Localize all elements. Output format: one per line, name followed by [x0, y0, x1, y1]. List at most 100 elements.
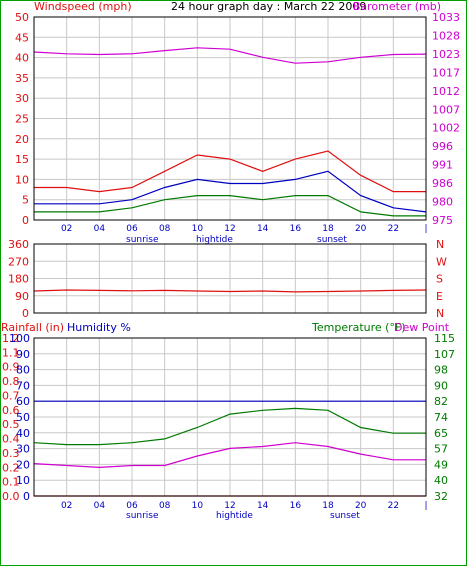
barometer-ticks: 1033 1028 1023 1017 1012 1007 1002 996 991 986 980…	[432, 11, 460, 227]
barometer-tick-label: 1033	[432, 11, 460, 24]
x-tick-label: |	[424, 224, 427, 234]
green-series-line	[34, 195, 426, 217]
temperature-tick-label: 115	[434, 332, 455, 345]
windspeed-axis-label: Windspeed (mph)	[34, 0, 132, 13]
barometer-tick-label: 991	[432, 159, 453, 172]
green-climate-line	[33, 407, 426, 446]
rainfall-tick-label: 0.2	[2, 461, 20, 474]
x-tick-label: 08	[159, 224, 171, 234]
barometer-tick-label: 1007	[432, 103, 460, 116]
humidity-tick-label: 10	[16, 474, 30, 487]
x-tick-label: 16	[290, 501, 302, 511]
rainfall-tick-label: 1.2	[2, 332, 20, 345]
climate-x-ticks: 02 04 06 08 10 12 14 16 18 20 22 |	[61, 501, 428, 511]
temperature-tick-label: 90	[434, 379, 448, 392]
barometer-tick-label: 1012	[432, 85, 460, 98]
rainfall-tick-label: 1.1	[2, 346, 20, 359]
x-tick-label: |	[424, 501, 427, 511]
temperature-axis-label: Temperature (°F)	[311, 321, 406, 334]
barometer-tick-label: 975	[432, 214, 453, 227]
temperature-tick-label: 65	[434, 427, 448, 440]
windspeed-tick-label: 15	[15, 153, 29, 166]
windspeed-tick-label: 45	[15, 31, 29, 44]
x-tick-label: 04	[94, 501, 106, 511]
compass-label: S	[436, 273, 443, 286]
direction-tick-label: 180	[8, 273, 29, 286]
x-tick-label: 10	[192, 224, 204, 234]
humidity-tick-label: 0	[23, 490, 30, 503]
temperature-tick-label: 107	[434, 348, 455, 361]
humidity-tick-label: 30	[16, 443, 30, 456]
windspeed-plot-frame	[33, 16, 427, 221]
temperature-tick-label: 32	[434, 490, 448, 503]
windspeed-tick-label: 35	[15, 72, 29, 85]
direction-grid	[34, 244, 427, 313]
direction-ticks: 360 270 180 90 0	[8, 238, 29, 320]
windspeed-tick-label: 5	[22, 194, 29, 207]
barometer-tick-label: 996	[432, 140, 453, 153]
dewpoint-axis-label: Dew Point	[394, 321, 450, 334]
humidity-tick-label: 40	[16, 427, 30, 440]
x-tick-label: 12	[224, 501, 235, 511]
x-tick-label: 06	[126, 224, 138, 234]
windspeed-tick-label: 50	[15, 11, 29, 24]
rainfall-tick-label: 0.3	[2, 447, 20, 460]
windspeed-tick-label: 20	[15, 133, 29, 146]
temperature-tick-label: 82	[434, 395, 448, 408]
humidity-tick-label: 80	[16, 364, 30, 377]
windspeed-tick-label: 0	[22, 214, 29, 227]
temperature-tick-label: 40	[434, 474, 448, 487]
compass-label: N	[436, 307, 444, 320]
barometer-tick-label: 986	[432, 177, 453, 190]
barometer-axis-label: Barometer (mb)	[353, 0, 441, 13]
direction-tick-label: 270	[8, 255, 29, 268]
humidity-tick-label: 90	[16, 348, 30, 361]
humidity-tick-label: 20	[16, 458, 30, 471]
barometer-tick-label: 1017	[432, 66, 460, 79]
direction-tick-label: 0	[22, 307, 29, 320]
rainfall-axis-label: Rainfall (in)	[1, 321, 64, 334]
blue-series-line	[34, 170, 427, 213]
barometer-tick-label: 1023	[432, 48, 460, 61]
magenta-climate-line	[33, 442, 426, 469]
x-tick-label: 16	[290, 224, 302, 234]
rainfall-tick-label: 0.1	[2, 476, 20, 489]
windspeed-series	[33, 47, 427, 217]
compass-label: W	[436, 255, 447, 268]
compass-label: E	[436, 290, 443, 303]
rainfall-ticks: 1.21.1 0.90.80.7 0.60.5 0.40.30.2 0.10.0	[2, 332, 20, 503]
rainfall-tick-label: 0.7	[2, 389, 20, 402]
windspeed-grid	[34, 17, 427, 220]
x-tick-label: 14	[257, 224, 269, 234]
rainfall-tick-label: 0.5	[2, 418, 20, 431]
x-tick-label: 08	[159, 501, 171, 511]
x-tick-label: 06	[126, 501, 138, 511]
windspeed-tick-label: 25	[15, 113, 29, 126]
windspeed-x-ticks: 02 04 06 08 10 12 14 16 18 20 22 |	[61, 224, 428, 234]
compass-label: N	[436, 238, 444, 251]
direction-tick-label: 90	[15, 290, 29, 303]
humidity-axis-label: Humidity %	[67, 321, 131, 334]
x-tick-label: 02	[61, 501, 72, 511]
humidity-tick-label: 60	[16, 395, 30, 408]
windspeed-tick-label: 30	[15, 92, 29, 105]
humidity-tick-label: 50	[16, 411, 30, 424]
direction-series	[33, 289, 427, 293]
humidity-tick-label: 100	[9, 332, 30, 345]
hightide-label: hightide	[196, 235, 233, 245]
wind-direction-line	[33, 289, 427, 293]
x-tick-label: 10	[192, 501, 204, 511]
magenta-series-line	[33, 47, 427, 64]
sunrise-label: sunrise	[126, 235, 159, 245]
climate-plot-frame	[33, 337, 427, 497]
rainfall-tick-label: 0.6	[2, 404, 20, 417]
x-tick-label: 18	[322, 501, 334, 511]
barometer-tick-label: 1002	[432, 122, 460, 135]
x-tick-label: 18	[322, 224, 334, 234]
